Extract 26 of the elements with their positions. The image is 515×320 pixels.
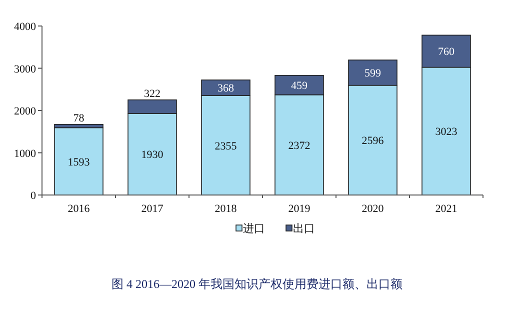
data-label: 2372 — [288, 140, 310, 152]
data-label: 1930 — [141, 149, 164, 162]
x-tick-label: 2016 — [68, 203, 90, 215]
data-label: 599 — [364, 68, 382, 80]
y-tick-label: 1000 — [14, 148, 36, 160]
x-tick-label: 2020 — [362, 203, 384, 215]
text: 图 4 2016—2020 年我国知识产权使用费进口额、出口额 — [112, 277, 402, 291]
y-tick-label: 3000 — [14, 63, 36, 76]
data-label: 2355 — [214, 140, 238, 152]
data-label: 459 — [291, 80, 308, 92]
data-label: 760 — [438, 46, 455, 58]
data-label: 322 — [144, 88, 160, 100]
data-label: 1593 — [68, 156, 90, 168]
x-tick-label: 2018 — [214, 203, 238, 215]
data-label: 2596 — [362, 135, 384, 148]
data-label: 368 — [218, 82, 234, 95]
data-label: 3023 — [435, 126, 458, 138]
legend-label: 出口 — [293, 222, 315, 235]
legend-label: 进口 — [243, 222, 265, 235]
y-tick-label: 0 — [30, 190, 36, 202]
y-tick-label: 2000 — [14, 106, 36, 118]
x-tick-label: 2019 — [288, 203, 311, 215]
x-tick-label: 2017 — [141, 203, 164, 215]
data-label: 78 — [73, 112, 85, 124]
x-tick-label: 2021 — [435, 203, 458, 215]
y-tick-label: 4000 — [14, 21, 36, 33]
